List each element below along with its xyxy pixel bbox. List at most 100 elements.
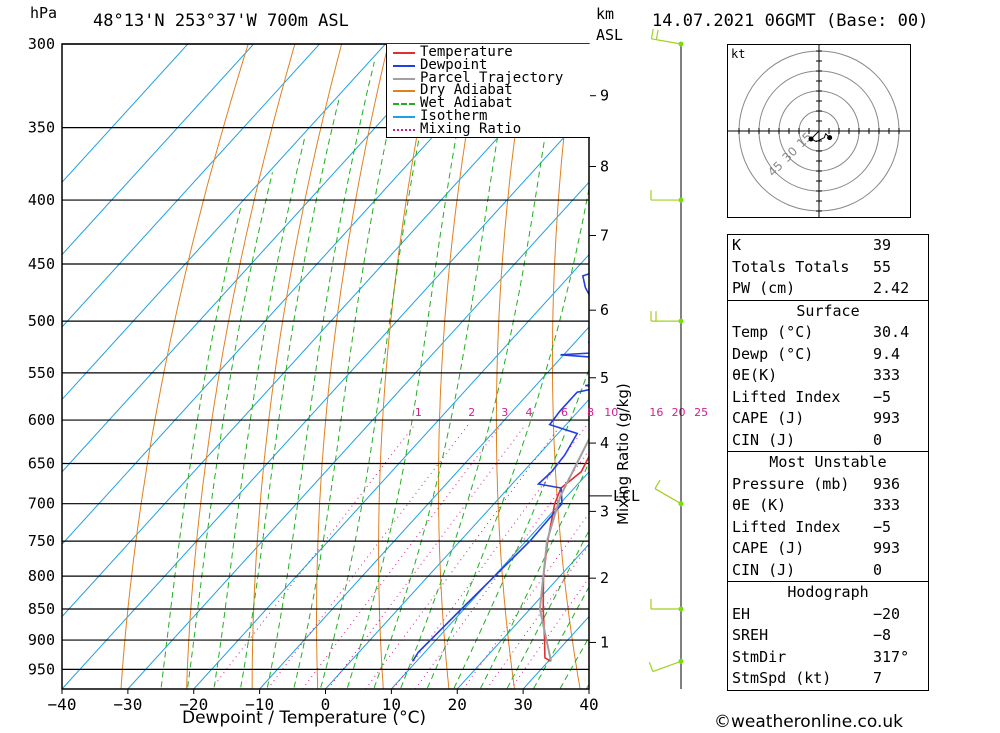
dry-adiabat-line: [316, 44, 389, 689]
legend-label: Dry Adiabat: [420, 82, 513, 99]
pressure-tick-label: 750: [28, 532, 55, 550]
index-value: 7: [873, 669, 883, 687]
dry-adiabat-line: [659, 7, 711, 689]
mixing-ratio-label: 4: [525, 406, 532, 419]
legend-swatch: [393, 128, 415, 131]
index-value: 0: [873, 430, 883, 449]
legend-item: Mixing Ratio: [391, 122, 587, 136]
index-row: StmSpd (kt) 7: [728, 668, 928, 690]
index-label: PW (cm): [732, 279, 796, 297]
wet-adiabat-line: [239, 95, 341, 689]
pressure-tick-label: 350: [28, 119, 55, 137]
legend-label: Temperature: [420, 44, 513, 60]
height-tick-label: 8: [600, 158, 609, 176]
mixing-ratio-line: [302, 424, 502, 689]
index-row: θE(K) 333: [728, 365, 928, 387]
wind-barb: [652, 660, 682, 673]
height-tick-label: 4: [600, 434, 609, 452]
wind-barb: [651, 38, 682, 45]
datetime-title: 14.07.2021 06GMT (Base: 00): [652, 11, 929, 31]
lcl-label: LCL: [613, 487, 640, 505]
index-label: K: [732, 236, 742, 254]
index-row: Dewp (°C) 9.4: [728, 344, 928, 366]
x-tick-label: −20: [179, 695, 208, 714]
background-lines: [62, 7, 1000, 689]
x-tick-label: 30: [513, 695, 532, 714]
wet-adiabat-line: [479, 461, 589, 689]
dry-adiabat-line: [438, 44, 483, 689]
index-label: CAPE (J): [732, 539, 805, 557]
legend-label: Isotherm: [420, 108, 488, 124]
legend-item: Wet Adiabat: [391, 96, 587, 110]
dewpoint-line: [411, 272, 589, 662]
mixing-ratio-line: [267, 424, 469, 689]
index-label: Temp (°C): [732, 323, 814, 341]
isotherm-line: [62, 44, 321, 328]
wet-adiabat-line: [160, 206, 242, 689]
index-label: SREH: [732, 626, 769, 644]
wet-adiabat-line: [293, 44, 408, 689]
index-row: CAPE (J) 993: [728, 408, 928, 430]
mixing-ratio-line: [365, 424, 562, 689]
height-tick-label: 3: [600, 502, 609, 520]
wet-adiabat-line: [506, 529, 589, 689]
profile-series: [411, 272, 589, 662]
wet-adiabat-line: [426, 185, 589, 689]
mixing-ratio-label: 10: [604, 406, 618, 419]
legend-label: Dewpoint: [420, 56, 488, 73]
dry-adiabat-line: [120, 44, 249, 689]
index-value: 39: [873, 236, 892, 254]
dry-adiabat-line: [251, 44, 343, 689]
index-value: −8: [873, 626, 892, 644]
index-label: CAPE (J): [732, 409, 805, 427]
wind-barb-flag: [648, 661, 654, 672]
index-label: Dewp (°C): [732, 344, 814, 363]
dry-adiabat-line: [947, 7, 1000, 689]
isotherm-line: [259, 326, 589, 689]
legend-swatch: [393, 64, 415, 67]
height-tick-label: 5: [600, 369, 609, 387]
legend: Temperature Dewpoint Parcel Trajectory Dry …: [386, 44, 590, 138]
index-row: CIN (J) 0: [728, 430, 928, 452]
wet-adiabat-line: [186, 172, 273, 689]
legend-swatch: [393, 116, 415, 118]
mixing-ratio-label: 20: [672, 406, 686, 419]
index-label: StmSpd (kt): [732, 669, 832, 687]
height-tick-label: 9: [600, 87, 609, 105]
index-value: 333: [873, 496, 901, 514]
mixing-ratio-line: [211, 424, 416, 689]
index-row: K 39: [728, 235, 928, 257]
index-value: −5: [873, 517, 892, 536]
pressure-unit-label: hPa: [30, 4, 58, 22]
plot-frame: [61, 43, 590, 690]
surface-title: Surface: [728, 299, 928, 323]
index-value: 993: [873, 409, 901, 427]
pressure-tick-label: 300: [28, 35, 55, 53]
asl-label: ASL: [596, 26, 624, 44]
wet-adiabat-line: [399, 44, 561, 689]
isotherm-line: [62, 44, 255, 256]
wet-adiabat-line: [319, 44, 439, 689]
index-row: Lifted Index −5: [728, 387, 928, 409]
index-label: Lifted Index: [732, 387, 841, 406]
pressure-tick-label: 450: [28, 255, 55, 273]
mixing-ratio-label: 2: [468, 406, 475, 419]
x-tick-label: −40: [48, 695, 77, 714]
index-value: 55: [873, 257, 892, 276]
index-value: 9.4: [873, 344, 901, 363]
hodograph-indices: EH −20 SREH −8 StmDir 317° StmSpd (kt) 7: [728, 604, 928, 690]
wet-adiabat-line: [346, 44, 474, 689]
legend-swatch: [393, 52, 415, 54]
isotherm-line: [62, 44, 387, 401]
index-value: −5: [873, 387, 892, 406]
hodograph-ring-label: 45: [765, 158, 786, 179]
index-row: EH −20: [728, 604, 928, 626]
index-row: Lifted Index −5: [728, 517, 928, 539]
pressure-tick-label: 650: [28, 454, 55, 472]
km-label: km: [596, 5, 615, 23]
basic-indices: K 39 Totals Totals 55 PW (cm) 2.42: [728, 235, 928, 300]
copyright-text[interactable]: ©weatheronline.co.uk: [714, 712, 904, 732]
index-label: θE(K): [732, 366, 778, 384]
pressure-tick-label: 600: [28, 411, 55, 429]
index-row: θE (K) 333: [728, 495, 928, 517]
